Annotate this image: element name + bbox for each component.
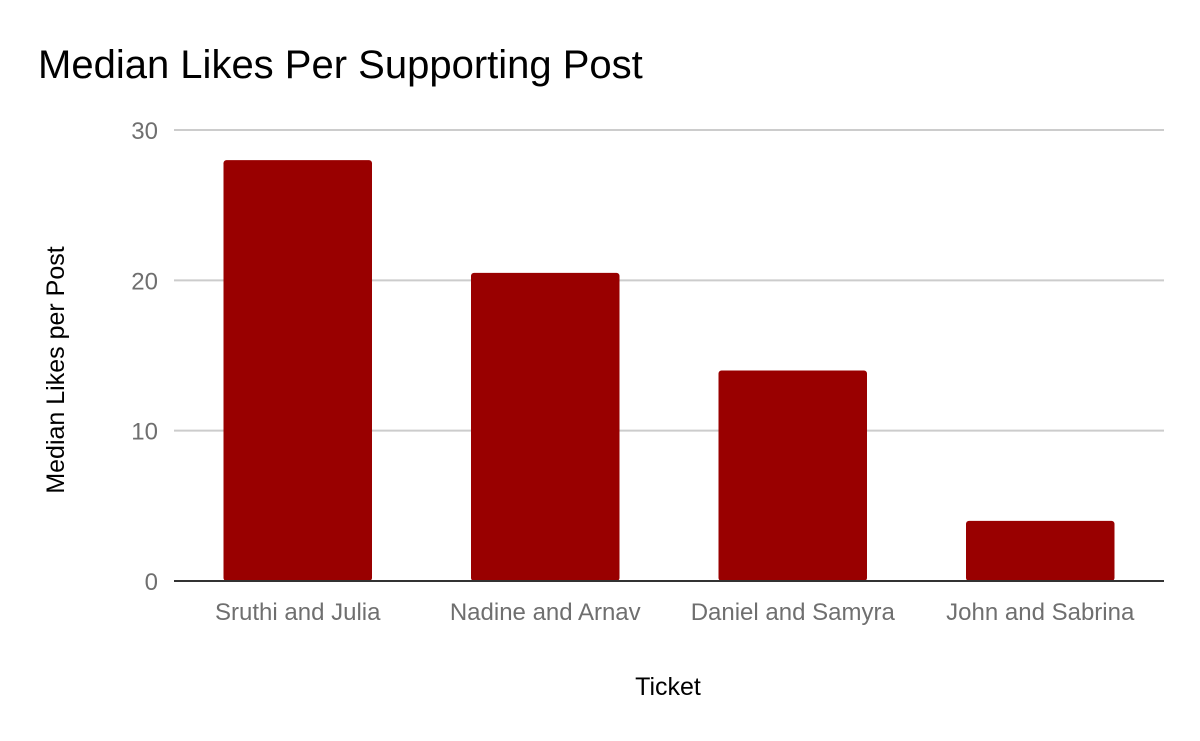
bars [223, 160, 1115, 582]
chart-title: Median Likes Per Supporting Post [38, 43, 643, 87]
bar [718, 370, 867, 581]
bar [223, 160, 372, 582]
y-tick-label: 20 [131, 268, 158, 295]
y-tick-label: 10 [131, 419, 158, 446]
bar [471, 272, 620, 581]
x-tick-label: Daniel and Samyra [691, 599, 896, 626]
x-axis-title: Ticket [635, 673, 701, 701]
x-tick-label: Nadine and Arnav [450, 599, 641, 626]
x-axis-ticks: Sruthi and Julia Nadine and Arnav Daniel a… [215, 599, 1135, 626]
x-tick-label: Sruthi and Julia [215, 599, 381, 626]
bar [966, 520, 1115, 581]
y-axis-title: Median Likes per Post [42, 246, 70, 493]
y-tick-label: 0 [145, 569, 158, 596]
y-axis-ticks: 0 10 20 30 [131, 118, 158, 596]
x-tick-label: John and Sabrina [946, 599, 1135, 626]
y-tick-label: 30 [131, 118, 158, 145]
